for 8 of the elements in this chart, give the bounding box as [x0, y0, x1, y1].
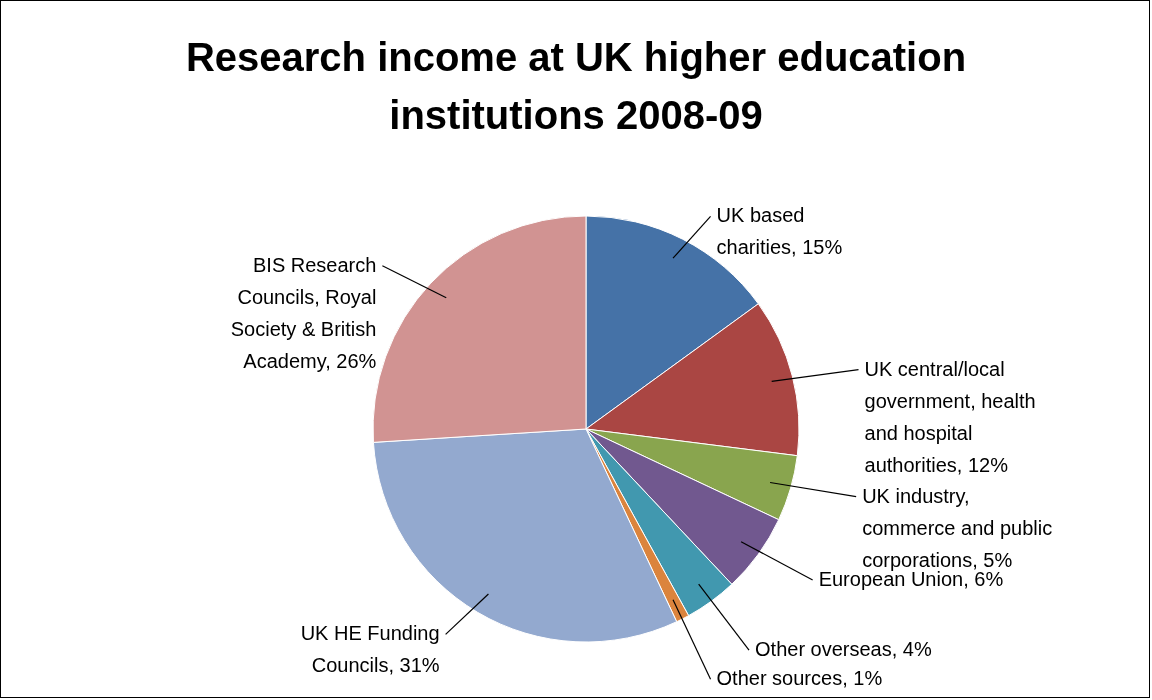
slice-label: UK central/local government, health and hospital authorities, 12% — [864, 357, 1036, 476]
slice-label: BIS Research Councils, Royal Society & British Academy, 26% — [230, 253, 377, 372]
slice-label: UK industry, commerce and public corporations, 5% — [862, 484, 1053, 571]
chart-title: Research income at UK higher education institutions 2008-09 — [185, 35, 967, 137]
slice-label: Other sources, 1% — [716, 667, 883, 690]
slice-label: UK HE Funding Councils, 31% — [300, 622, 440, 677]
slice-label: Other overseas, 4% — [755, 638, 932, 661]
slice-label: UK based charities, 15% — [716, 204, 843, 259]
